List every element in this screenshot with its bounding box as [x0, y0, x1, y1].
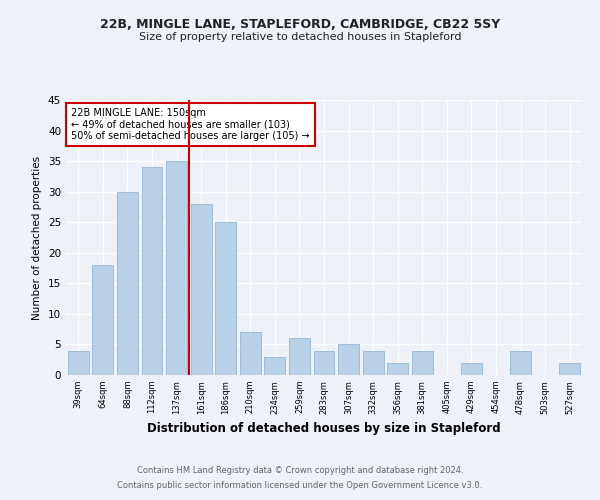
Bar: [338, 344, 359, 375]
Bar: [559, 363, 580, 375]
Bar: [191, 204, 212, 375]
Text: Contains HM Land Registry data © Crown copyright and database right 2024.: Contains HM Land Registry data © Crown c…: [137, 466, 463, 475]
Text: Contains public sector information licensed under the Open Government Licence v3: Contains public sector information licen…: [118, 481, 482, 490]
Bar: [166, 161, 187, 375]
Bar: [265, 356, 286, 375]
X-axis label: Distribution of detached houses by size in Stapleford: Distribution of detached houses by size …: [147, 422, 501, 435]
Bar: [412, 350, 433, 375]
Bar: [117, 192, 138, 375]
Bar: [215, 222, 236, 375]
Bar: [387, 363, 408, 375]
Bar: [68, 350, 89, 375]
Bar: [92, 265, 113, 375]
Bar: [314, 350, 334, 375]
Bar: [142, 167, 163, 375]
Text: 22B MINGLE LANE: 150sqm
← 49% of detached houses are smaller (103)
50% of semi-d: 22B MINGLE LANE: 150sqm ← 49% of detache…: [71, 108, 310, 142]
Bar: [461, 363, 482, 375]
Bar: [240, 332, 261, 375]
Bar: [289, 338, 310, 375]
Bar: [362, 350, 383, 375]
Bar: [510, 350, 531, 375]
Text: Size of property relative to detached houses in Stapleford: Size of property relative to detached ho…: [139, 32, 461, 42]
Y-axis label: Number of detached properties: Number of detached properties: [32, 156, 43, 320]
Text: 22B, MINGLE LANE, STAPLEFORD, CAMBRIDGE, CB22 5SY: 22B, MINGLE LANE, STAPLEFORD, CAMBRIDGE,…: [100, 18, 500, 30]
